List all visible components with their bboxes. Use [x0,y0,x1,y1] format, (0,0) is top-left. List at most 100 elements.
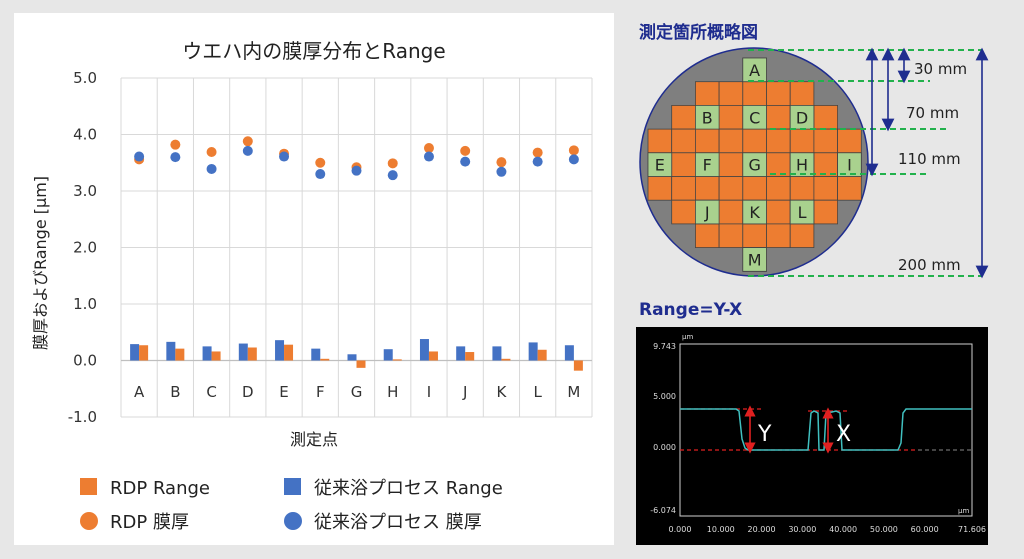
wafer-cell [742,223,767,248]
data-point [279,151,290,162]
wafer-cell [789,81,815,106]
wafer-cell [671,199,696,225]
wafer-cell [766,105,791,130]
profile-x-tick: 30.000 [788,525,816,534]
legend-label: RDP 膜厚 [110,512,189,533]
bar [139,345,149,361]
wafer-cell [695,81,720,106]
wafer-cell [671,128,696,154]
point-label: G [748,156,760,175]
profile-x-tick: 40.000 [829,525,857,534]
wafer-cell [813,176,838,201]
chart-panel: ウエハ内の膜厚分布とRange 5.0 4.0 3.0 2.0 1.0 0.0 -1.0 A… [14,13,614,545]
profile-y-tick: 0.000 [653,443,676,452]
bar [465,352,475,361]
bar [492,346,502,361]
point-label: D [796,108,808,127]
profile-y-tick: 5.000 [653,392,676,401]
profile-x-tick: 10.000 [707,525,735,534]
wafer-cell [647,128,673,154]
wafer-cell [813,128,838,154]
x-tick-label: D [242,383,254,401]
bar [166,341,176,361]
bar [501,358,511,361]
measurement-cell [742,247,767,272]
measurement-cell [647,152,673,177]
measurement-cell [695,199,720,225]
dimension-label: 70 mm [906,104,959,122]
wafer-cell [766,128,791,154]
dimension-label: 200 mm [898,256,961,274]
y-label: Y [757,422,772,447]
x-tick-label: J [462,383,467,401]
legend-swatch [80,478,97,495]
data-point [568,145,579,156]
wafer-cell [813,105,838,130]
profile-x-tick: 0.000 [669,525,692,534]
bar [347,354,357,361]
point-label: B [702,108,713,127]
measurement-cell [789,152,815,177]
point-label: C [749,108,760,127]
profile-title: Range=Y-X [639,300,743,320]
profile-x-tick: 60.000 [911,525,939,534]
profile-y-tick: -6.074 [650,506,676,515]
x-axis-label: 測定点 [290,430,338,449]
bar [320,358,330,361]
data-point [242,145,253,156]
x-tick-label: E [279,383,288,401]
bar [311,348,321,361]
point-label: A [749,61,760,80]
point-label: F [703,156,712,175]
legend: RDP Range 従来浴プロセス Range RDP 膜厚 従来浴プロセス 膜厚 [80,478,503,533]
data-point [423,151,434,162]
measurement-cell [695,105,720,130]
wafer-cell [789,176,815,201]
y-tick-label: 5.0 [73,69,97,87]
data-point [423,143,434,154]
data-point [387,170,398,181]
wafer-cell [695,128,720,154]
bar [130,344,140,361]
x-tick-label: C [206,383,216,401]
x-tick-label: H [387,383,398,401]
bar [284,344,294,361]
wafer-cell [789,223,815,248]
point-label: K [749,203,760,222]
bar [528,342,538,361]
bar [238,343,248,361]
wafer-cell [789,128,815,154]
wafer-cell [742,176,767,201]
bar [202,346,212,361]
wafer-cell [695,223,720,248]
x-tick-label: A [134,383,145,401]
x-tick-label: G [351,383,363,401]
wafer-cell [718,81,744,106]
wafer-cell [742,81,767,106]
wafer-diagram: A B C D E F G H I J K L M 30 mm 70 mm 110 mm 200 mm [639,47,989,279]
point-label: E [655,156,665,175]
bar [537,349,547,361]
dimension-label: 110 mm [898,150,961,168]
profile-frame [679,343,973,517]
profile-background [636,327,988,545]
data-point [351,165,362,176]
wafer-cell [671,152,696,177]
x-tick-label: B [170,383,180,401]
wafer-cell [742,128,767,154]
x-tick-label: I [427,383,431,401]
measurement-cell [837,152,862,177]
data-point [460,145,471,156]
data-point [315,157,326,168]
wafer-cell [718,223,744,248]
point-label: L [798,203,807,222]
bar [428,351,438,361]
bar [564,345,574,361]
data-point [315,169,326,180]
y-tick-label: 3.0 [73,182,97,200]
bar [383,349,393,361]
bar [211,351,221,361]
data-point [170,139,181,150]
chart: ウエハ内の膜厚分布とRange 5.0 4.0 3.0 2.0 1.0 0.0 -1.0 A… [31,39,593,533]
point-label: M [748,250,762,269]
